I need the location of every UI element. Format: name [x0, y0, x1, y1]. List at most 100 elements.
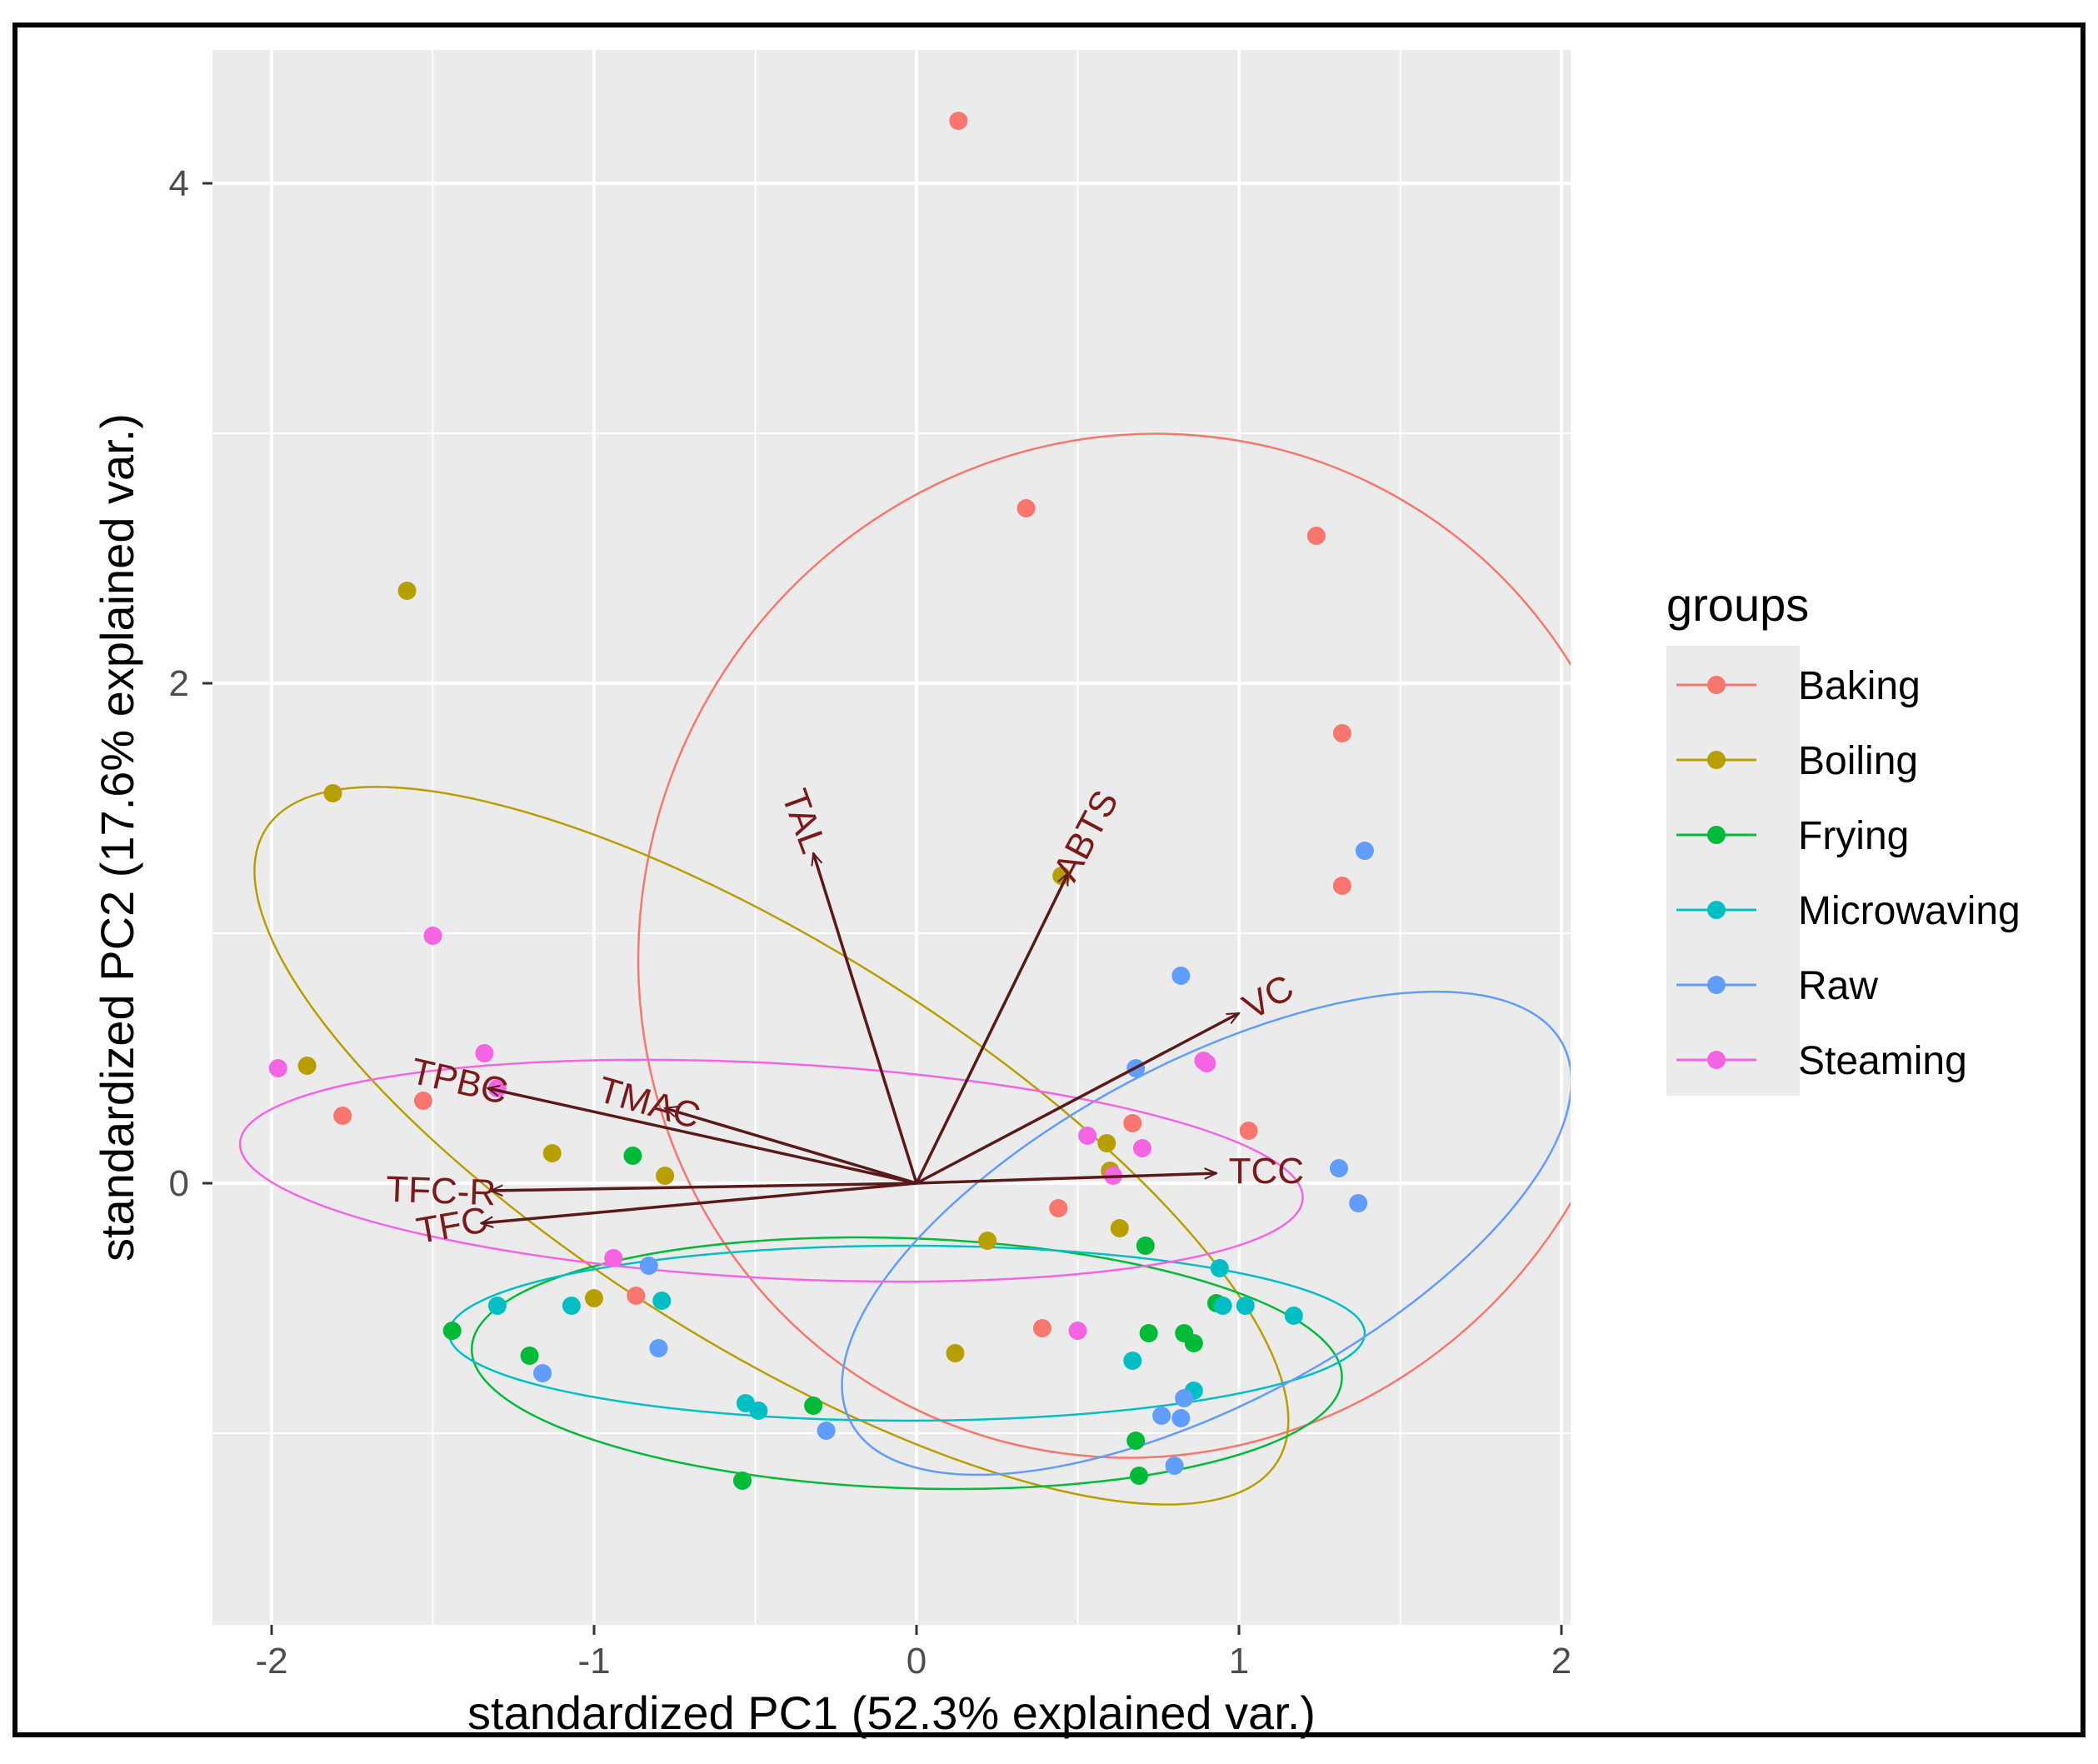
point-boiling — [542, 1144, 562, 1162]
point-microwaving — [1210, 1259, 1229, 1277]
point-boiling — [978, 1232, 997, 1250]
loading-arrow-tfc-r — [491, 1182, 917, 1191]
ellipse-steaming — [238, 1058, 1304, 1283]
point-boiling — [1110, 1219, 1129, 1237]
point-steaming — [475, 1044, 494, 1062]
x-tick-label: 0 — [907, 1641, 927, 1682]
y-axis-title: standardized PC2 (17.6% explained var.) — [91, 413, 143, 1262]
point-raw — [649, 1339, 668, 1357]
point-frying — [623, 1147, 642, 1165]
point-steaming — [268, 1059, 287, 1077]
point-raw — [817, 1422, 836, 1440]
scatter-points — [268, 112, 1374, 1490]
point-microwaving — [749, 1402, 768, 1420]
loading-arrow-tal — [813, 853, 918, 1184]
point-steaming — [1068, 1322, 1087, 1340]
point-steaming — [1132, 1139, 1151, 1157]
y-tick-label: 0 — [169, 1163, 189, 1204]
axes: -2 -1 0 1 2 0 2 4 — [169, 163, 1572, 1682]
point-raw — [1175, 1389, 1194, 1407]
point-microwaving — [652, 1292, 672, 1310]
legend-key-dot — [1707, 901, 1726, 919]
loading-arrow-vc — [916, 1012, 1239, 1185]
x-tick-label: -1 — [577, 1641, 610, 1682]
point-raw — [1355, 842, 1374, 860]
point-boiling — [585, 1289, 603, 1307]
point-baking — [1017, 499, 1036, 517]
point-boiling — [297, 1057, 317, 1075]
loading-arrow-tfc — [482, 1182, 917, 1223]
point-steaming — [604, 1249, 623, 1267]
ellipse-boiling — [253, 786, 1290, 1506]
legend-key-background — [1666, 646, 1800, 1096]
loading-arrow-tpbc — [487, 1088, 917, 1185]
point-raw — [1171, 967, 1191, 985]
x-tick-label: -2 — [255, 1641, 287, 1682]
loading-label-tcc: TCC — [1229, 1151, 1304, 1192]
legend-label-microwaving: Microwaving — [1798, 889, 2021, 933]
point-boiling — [397, 582, 417, 600]
legend: groups Baking Boiling Frying Microwaving Raw… — [1666, 578, 2021, 1096]
point-baking — [1049, 1199, 1068, 1217]
ellipse-frying — [470, 1236, 1343, 1491]
plot-panel — [212, 50, 1571, 1625]
point-frying — [1130, 1467, 1149, 1485]
x-tick-label: 2 — [1551, 1641, 1571, 1682]
point-baking — [1123, 1114, 1142, 1132]
point-frying — [1139, 1324, 1158, 1342]
point-baking — [333, 1107, 352, 1125]
point-frying — [442, 1322, 462, 1340]
point-boiling — [656, 1167, 675, 1185]
point-baking — [1032, 1319, 1051, 1337]
point-raw — [533, 1364, 552, 1382]
point-microwaving — [1284, 1307, 1303, 1325]
point-frying — [520, 1347, 539, 1365]
point-raw — [1171, 1409, 1191, 1427]
point-boiling — [946, 1344, 965, 1362]
point-raw — [639, 1257, 658, 1275]
legend-key-dot — [1707, 751, 1726, 769]
loading-label-tfc-r: TFC-R — [385, 1169, 497, 1214]
x-tick-label: 1 — [1229, 1641, 1249, 1682]
legend-label-raw: Raw — [1798, 964, 1878, 1008]
point-microwaving — [1123, 1352, 1142, 1370]
loading-arrow-tmac — [665, 1108, 917, 1185]
legend-label-baking: Baking — [1798, 664, 1921, 708]
point-steaming — [423, 927, 442, 945]
point-frying — [804, 1397, 823, 1415]
point-boiling — [323, 784, 342, 802]
point-frying — [733, 1472, 752, 1490]
point-frying — [1184, 1334, 1203, 1352]
y-tick-label: 2 — [169, 663, 189, 704]
point-raw — [1329, 1159, 1348, 1177]
point-baking — [627, 1287, 646, 1305]
point-microwaving — [1236, 1297, 1255, 1315]
point-raw — [1152, 1407, 1171, 1425]
legend-key-dot — [1707, 826, 1726, 844]
point-microwaving — [1213, 1297, 1232, 1315]
point-microwaving — [487, 1297, 507, 1315]
legend-label-boiling: Boiling — [1798, 739, 1918, 783]
point-steaming — [1078, 1127, 1097, 1145]
legend-title: groups — [1666, 578, 1809, 631]
point-microwaving — [562, 1297, 581, 1315]
point-raw — [1349, 1194, 1368, 1212]
point-baking — [413, 1092, 432, 1110]
point-frying — [1136, 1237, 1155, 1255]
ellipse-baking — [637, 432, 1571, 1459]
point-baking — [949, 112, 968, 130]
point-baking — [1332, 724, 1351, 742]
loading-arrow-abts — [915, 873, 1070, 1184]
point-steaming — [1197, 1054, 1216, 1072]
point-boiling — [1097, 1134, 1116, 1152]
point-baking — [1306, 527, 1326, 545]
point-baking — [1332, 877, 1351, 895]
legend-label-frying: Frying — [1798, 814, 1909, 858]
x-axis-title: standardized PC1 (52.3% explained var.) — [467, 1687, 1316, 1739]
legend-key-dot — [1707, 676, 1726, 694]
point-raw — [1165, 1457, 1184, 1475]
legend-key-dot — [1707, 976, 1726, 994]
loading-arrow-tcc — [916, 1173, 1216, 1185]
outer-frame — [12, 22, 2086, 1737]
